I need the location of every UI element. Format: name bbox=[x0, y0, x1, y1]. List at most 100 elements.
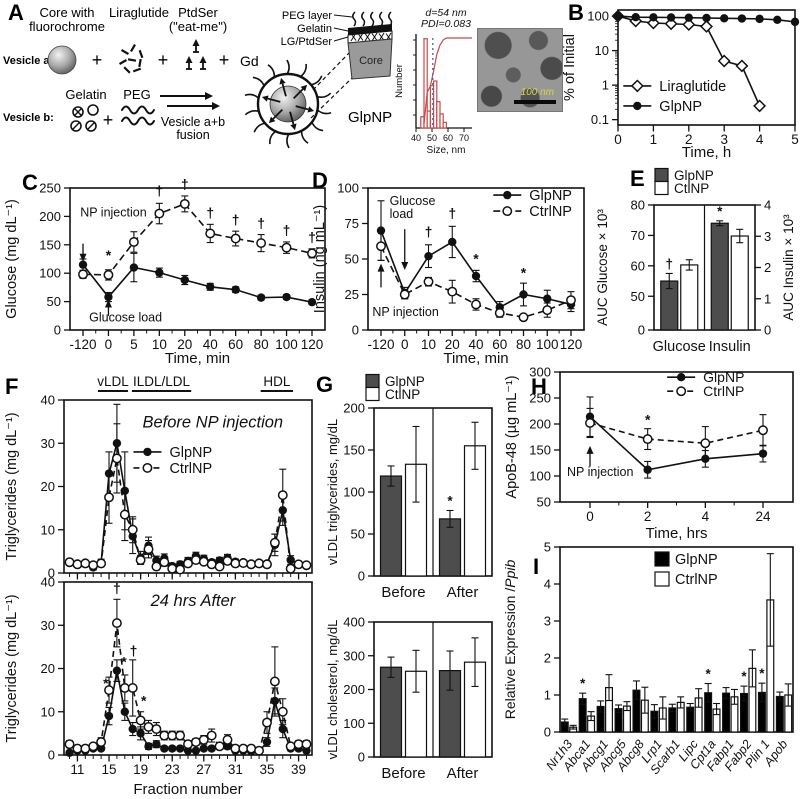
svg-text:150: 150 bbox=[343, 443, 365, 458]
tem-micrograph: 100 nm bbox=[477, 28, 563, 112]
svg-text:AUC Glucose × 10³: AUC Glucose × 10³ bbox=[595, 209, 610, 326]
svg-text:10: 10 bbox=[41, 704, 55, 719]
svg-text:4: 4 bbox=[544, 577, 551, 592]
svg-text:10: 10 bbox=[595, 43, 609, 58]
np-name-label: GlpNP bbox=[348, 109, 392, 126]
svg-text:Relative Expression /Ppib: Relative Expression /Ppib bbox=[502, 560, 518, 720]
svg-text:GlpNP: GlpNP bbox=[169, 445, 212, 461]
svg-text:24 hrs After: 24 hrs After bbox=[150, 592, 237, 610]
vesicle-b-label: Vesicle b: bbox=[3, 112, 54, 124]
svg-text:30: 30 bbox=[41, 618, 55, 633]
plus-sign: + bbox=[92, 50, 103, 70]
svg-text:1: 1 bbox=[544, 688, 551, 703]
auc-bar-chart: 0 50 60 70 80 AUC Glucose × 10³ 0 1 2 3 4 AUC Insul… bbox=[595, 167, 796, 355]
svg-text:250: 250 bbox=[529, 391, 551, 406]
svg-text:Glucose: Glucose bbox=[390, 194, 436, 208]
svg-text:1: 1 bbox=[764, 291, 771, 306]
svg-text:HDL: HDL bbox=[263, 374, 290, 389]
svg-text:*: * bbox=[106, 247, 112, 263]
svg-text:30: 30 bbox=[41, 436, 55, 451]
svg-text:0: 0 bbox=[352, 323, 359, 338]
svg-text:*: * bbox=[521, 264, 527, 280]
svg-text:CtrlNP: CtrlNP bbox=[675, 572, 718, 588]
svg-text:100: 100 bbox=[337, 181, 359, 196]
svg-text:60: 60 bbox=[631, 258, 645, 273]
svg-text:4: 4 bbox=[702, 509, 710, 524]
svg-text:*: * bbox=[645, 412, 651, 428]
svg-text:Insulin (ng mL⁻¹): Insulin (ng mL⁻¹) bbox=[312, 205, 328, 313]
svg-text:*: * bbox=[121, 653, 127, 669]
gelatin-layer-label: Gelatin bbox=[297, 23, 332, 35]
svg-text:15: 15 bbox=[102, 762, 117, 777]
svg-text:Time, hrs: Time, hrs bbox=[646, 525, 708, 542]
ptdser-header-line2: ("eat-me") bbox=[169, 19, 227, 34]
svg-text:vLDL cholesterol, mg/dL: vLDL cholesterol, mg/dL bbox=[325, 620, 340, 760]
svg-text:24: 24 bbox=[755, 509, 771, 524]
svg-text:100: 100 bbox=[529, 469, 551, 484]
gd-label: Gd bbox=[240, 53, 259, 69]
svg-text:150: 150 bbox=[39, 237, 61, 252]
svg-text:0: 0 bbox=[48, 566, 55, 581]
svg-text:40: 40 bbox=[203, 337, 218, 352]
svg-text:100: 100 bbox=[587, 9, 609, 24]
svg-text:NP injection: NP injection bbox=[567, 465, 634, 479]
fusion-label-line1: Vesicle a+b bbox=[161, 115, 225, 129]
tem-scale-label: 100 nm bbox=[520, 87, 554, 98]
svg-text:50: 50 bbox=[345, 252, 359, 267]
svg-text:Before NP injection: Before NP injection bbox=[142, 414, 283, 432]
svg-text:23: 23 bbox=[165, 762, 180, 777]
svg-text:0.1: 0.1 bbox=[591, 112, 609, 127]
svg-text:0: 0 bbox=[586, 509, 594, 524]
svg-text:50: 50 bbox=[47, 294, 61, 309]
svg-text:Glucose: Glucose bbox=[653, 339, 706, 355]
svg-text:120: 120 bbox=[301, 337, 324, 352]
vesicle-assembly-schematic: Core with fluorochrome Liraglutide PtdSe… bbox=[3, 5, 393, 149]
core-header-line2: fluorochrome bbox=[29, 19, 105, 34]
svg-text:80: 80 bbox=[631, 198, 645, 213]
svg-text:vLDL: vLDL bbox=[97, 374, 129, 389]
svg-text:†: † bbox=[113, 580, 121, 596]
gelatin-icon bbox=[70, 104, 99, 132]
svg-text:100: 100 bbox=[343, 716, 365, 731]
svg-text:150: 150 bbox=[529, 443, 551, 458]
svg-text:Glucose load: Glucose load bbox=[89, 310, 162, 324]
svg-text:†: † bbox=[130, 643, 138, 659]
svg-text:200: 200 bbox=[529, 417, 551, 432]
triglycerides-before-chart: 0 10 20 30 40 Triglycerides (mg dL⁻¹) Before N… bbox=[4, 374, 313, 581]
liraglutide-header: Liraglutide bbox=[109, 5, 169, 20]
panel-a-label: A bbox=[8, 0, 24, 25]
svg-text:25: 25 bbox=[345, 287, 359, 302]
svg-text:GlpNP: GlpNP bbox=[385, 374, 425, 389]
svg-text:50: 50 bbox=[427, 133, 437, 143]
svg-text:5: 5 bbox=[791, 132, 799, 147]
svg-text:40: 40 bbox=[41, 575, 55, 590]
liraglutide-icon bbox=[118, 43, 144, 74]
svg-text:CtrlNP: CtrlNP bbox=[703, 383, 744, 399]
svg-text:ILDL/LDL: ILDL/LDL bbox=[133, 374, 191, 389]
svg-text:CtlNP: CtlNP bbox=[674, 181, 709, 196]
svg-text:31: 31 bbox=[228, 762, 243, 777]
svg-text:80: 80 bbox=[516, 337, 531, 352]
svg-text:*: * bbox=[141, 692, 147, 708]
svg-text:†: † bbox=[257, 215, 265, 231]
np-structure-inset: PEG layer Gelatin LG/PtdSer Core bbox=[281, 10, 393, 80]
panel-e-label: E bbox=[630, 166, 645, 191]
svg-text:3: 3 bbox=[544, 614, 551, 629]
lg-ptdser-layer-label: LG/PtdSer bbox=[281, 36, 333, 48]
svg-text:*: * bbox=[759, 666, 765, 681]
fusion-arrows-icon bbox=[160, 92, 220, 110]
svg-text:GlpNP: GlpNP bbox=[675, 552, 718, 568]
svg-text:GlpNP: GlpNP bbox=[529, 188, 572, 204]
svg-text:0: 0 bbox=[544, 725, 551, 740]
panel-g-label: G bbox=[316, 372, 334, 397]
svg-text:CtrlNP: CtrlNP bbox=[169, 461, 212, 477]
svg-text:400: 400 bbox=[343, 615, 365, 630]
svg-text:10: 10 bbox=[41, 522, 55, 537]
svg-text:GlpNP: GlpNP bbox=[659, 99, 702, 115]
svg-text:4: 4 bbox=[756, 132, 764, 147]
panel-h-label: H bbox=[531, 374, 547, 399]
